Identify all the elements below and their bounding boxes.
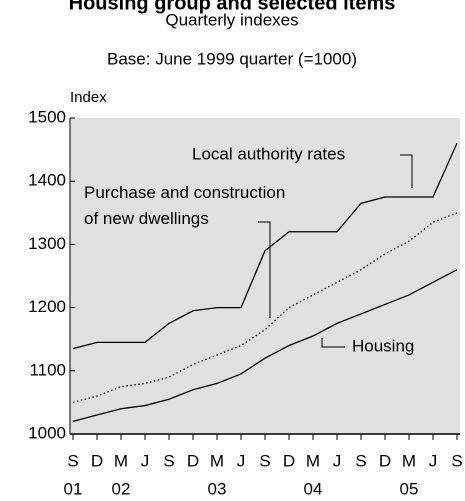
y-tick-label: 1000	[28, 423, 66, 442]
x-tick-label: D	[379, 451, 391, 470]
x-tick-label: M	[210, 451, 224, 470]
leader	[321, 338, 345, 348]
x-tick-label: S	[163, 451, 174, 470]
x-tick-label: J	[237, 451, 246, 470]
x-tick-label: J	[429, 451, 438, 470]
x-tick-label: J	[333, 451, 342, 470]
plot-background	[70, 118, 460, 434]
y-tick-label: 1100	[29, 360, 66, 379]
x-tick-label: D	[187, 451, 199, 470]
x-tick-label: M	[114, 451, 128, 470]
series-label: Local authority rates	[192, 144, 345, 163]
y-tick-label: 1300	[28, 234, 66, 253]
x-tick-label: S	[355, 451, 366, 470]
y-axis-label: Index	[70, 89, 107, 106]
chart-subtitle: Quarterly indexes	[165, 10, 298, 29]
series-label: Housing	[352, 336, 414, 355]
leader	[400, 154, 413, 188]
series-label: Purchase and construction of new dwelling…	[84, 183, 285, 228]
line	[72, 269, 458, 422]
y-tick-label: 1400	[28, 171, 66, 190]
y-tick-label: 1200	[28, 297, 66, 316]
x-year-label: 04	[304, 479, 323, 498]
x-tick-label: S	[259, 451, 270, 470]
x-tick-label: S	[67, 451, 78, 470]
x-year-label: 01	[64, 479, 83, 498]
chart-title: Housing group and selected items	[69, 0, 396, 14]
leader	[258, 221, 271, 318]
x-tick-label: M	[402, 451, 416, 470]
chart-note: Base: June 1999 quarter (=1000)	[107, 49, 357, 68]
x-tick-label: D	[283, 451, 295, 470]
x-year-label: 05	[400, 479, 419, 498]
x-year-label: 02	[112, 479, 131, 498]
line	[72, 143, 458, 350]
y-tick-label: 1500	[28, 107, 66, 126]
x-tick-label: J	[141, 451, 150, 470]
x-year-label: 03	[208, 479, 227, 498]
x-tick-label: S	[451, 451, 462, 470]
x-tick-label: D	[91, 451, 103, 470]
x-tick-label: M	[306, 451, 320, 470]
